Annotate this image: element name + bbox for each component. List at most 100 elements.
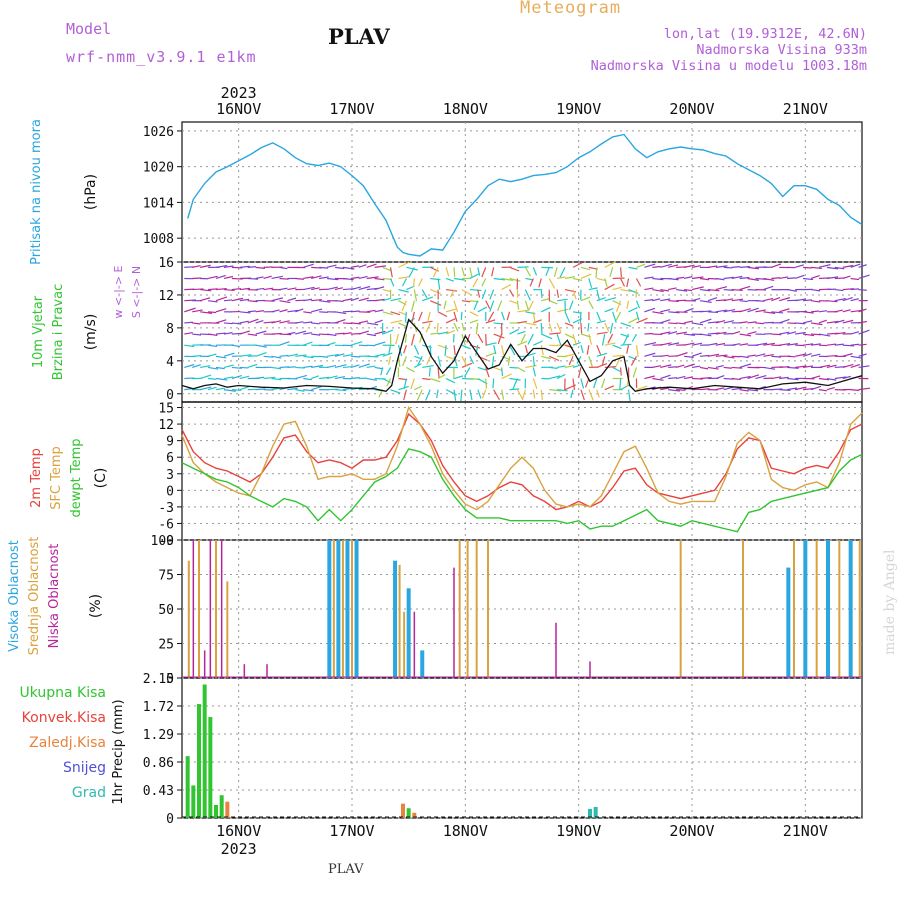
wind-arrow (303, 321, 313, 324)
wind-arrow (469, 288, 482, 292)
cloud-bar-low (243, 664, 246, 678)
y-tick-label: 0 (166, 484, 174, 499)
wind-arrow (620, 267, 622, 278)
bottom-date-label: 21NOV (783, 822, 828, 840)
wind-arrow (411, 311, 415, 323)
wind-arrow (491, 267, 495, 277)
wind-arrow (826, 386, 835, 391)
wind-arrow (626, 345, 630, 354)
wind-arrow (564, 364, 575, 369)
wind-arrow (501, 277, 514, 282)
wind-arrow (810, 266, 822, 270)
wind-arrow (723, 366, 732, 369)
wind-arrow (568, 356, 574, 366)
wind-arrow (427, 311, 431, 321)
wind-arrow (660, 263, 672, 268)
wind-arrow (311, 308, 323, 313)
wind-arrow (572, 289, 577, 300)
wind-arrow (437, 344, 449, 350)
wind-arrow (271, 297, 284, 302)
wind-arrow (527, 333, 534, 345)
cloud-bar-mid (187, 560, 190, 678)
wind-arrow (850, 331, 860, 335)
y-tick-label: 1014 (143, 196, 174, 211)
wind-arrow (366, 276, 379, 280)
wind-arrow (279, 333, 292, 336)
wind-arrow (450, 289, 455, 298)
cloud-bar-high (803, 540, 808, 678)
wind-arrow (192, 288, 204, 291)
wind-arrow (463, 367, 471, 378)
wind-arrow (842, 375, 851, 380)
wind-arrow (461, 300, 471, 303)
wind-arrow (622, 333, 630, 345)
top-date-label: 21NOV (783, 100, 828, 118)
wind-arrow (413, 278, 415, 287)
wind-arrow (501, 367, 504, 377)
wind-arrow (834, 343, 844, 346)
wind-arrow (747, 307, 759, 313)
wind-arrow (834, 309, 843, 313)
cloud-bar-high (406, 588, 411, 678)
wind-arrow (810, 385, 822, 391)
wind-arrow (572, 261, 583, 268)
wind-arrow (564, 289, 577, 293)
cloud-bar-high (786, 567, 791, 678)
wind-arrow (184, 266, 194, 268)
wind-arrow (541, 355, 551, 360)
y-tick-label: 50 (158, 603, 174, 618)
wind-arrow (279, 277, 289, 280)
wind-arrow (295, 389, 305, 392)
elevation-text: Nadmorska Visina 933m (696, 42, 867, 58)
wind-arrow (350, 364, 360, 368)
wind-arrow (358, 275, 368, 280)
wind-arrow (619, 378, 622, 391)
wind-arrow (683, 264, 695, 268)
wind-arrow (826, 377, 837, 381)
wind-arrow (223, 352, 235, 357)
wind-arrow (652, 377, 664, 381)
wind-arrow (604, 261, 616, 268)
wind-arrow (771, 355, 782, 358)
wind-arrow (404, 311, 407, 323)
wind-arrow (747, 321, 757, 324)
precip-bar-total (214, 804, 218, 818)
precip-bar-strat (225, 801, 230, 818)
wind-arrow (469, 311, 479, 317)
wind-arrow (795, 322, 805, 325)
wind-arrow (223, 288, 235, 292)
cloud-bar-high (420, 650, 425, 678)
wind-arrow (207, 275, 218, 280)
wind-arrow (707, 353, 720, 357)
wind-arrow (699, 366, 709, 370)
wind-arrow (430, 332, 440, 335)
wind-arrow (564, 276, 576, 280)
wind-arrow (548, 355, 560, 362)
wind-arrow (691, 322, 704, 326)
cloud-low-label: Niska Oblacnost (47, 544, 62, 649)
wind-arrow (453, 389, 457, 401)
wind-arrow (609, 322, 614, 334)
wind-arrow (723, 309, 736, 313)
wind-arrow (489, 300, 495, 312)
wind-arrow (524, 300, 530, 311)
wind-arrow (707, 265, 718, 268)
wind-arrow (691, 265, 701, 268)
wind-arrow (588, 389, 594, 401)
wind-arrow (810, 274, 820, 280)
wind-arrow (584, 378, 590, 388)
wind-arrow (493, 345, 497, 355)
wind-arrow (271, 366, 282, 370)
cloud-unit-label: (%) (88, 594, 104, 618)
wind-arrow (707, 288, 720, 292)
wind-arrow (231, 374, 242, 380)
wind-arrow (255, 266, 265, 269)
wind-arrow (403, 389, 407, 401)
pressure-unit-label: (hPa) (83, 174, 99, 210)
wind-arrow (350, 297, 359, 302)
wind-arrow (493, 366, 502, 371)
wind-arrow (588, 356, 593, 367)
wind-arrow (810, 310, 820, 313)
wind-arrow (556, 308, 569, 313)
wind-arrow (432, 267, 439, 278)
